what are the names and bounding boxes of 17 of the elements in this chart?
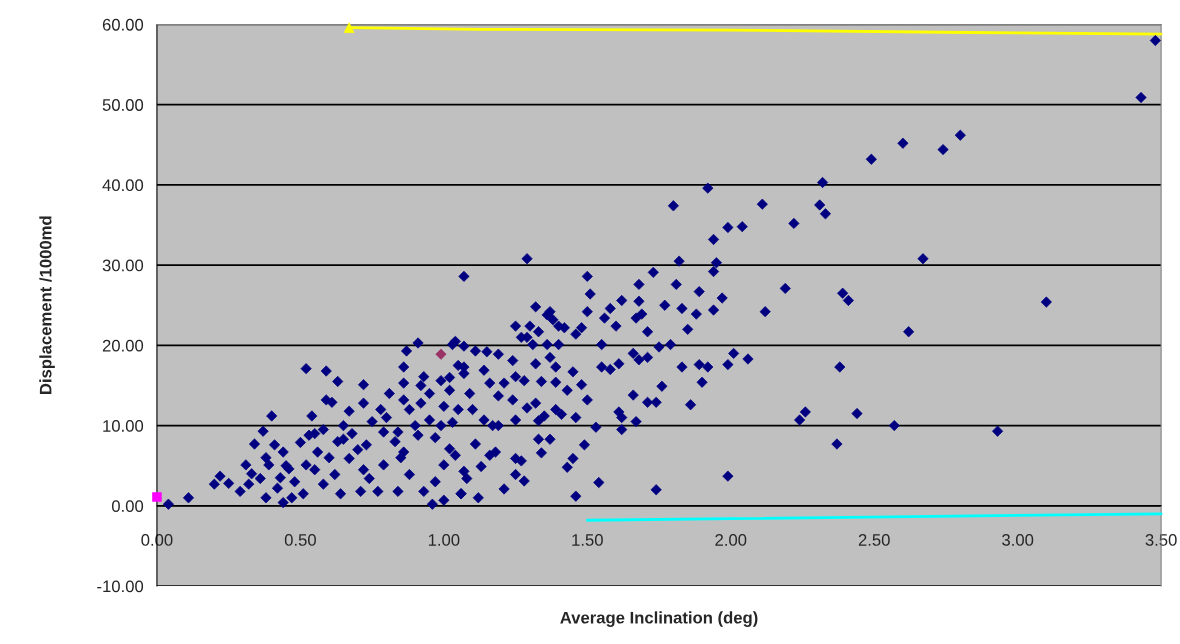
x-tick-label: 3.00 <box>1002 534 1034 546</box>
y-tick-label: 40.00 <box>102 179 144 192</box>
x-tick-label: 3.50 <box>1145 534 1177 546</box>
x-tick-label: 1.50 <box>572 534 603 546</box>
y-tick-label: 10.00 <box>103 419 144 432</box>
y-tick-label: -10.00 <box>97 580 144 593</box>
y-tick-label: 50.00 <box>102 99 144 111</box>
y-tick-label: 0.00 <box>111 500 144 513</box>
y-tick-label: 60.00 <box>102 18 144 31</box>
x-tick-label: 1.00 <box>428 534 460 546</box>
x-tick-label: 2.00 <box>715 534 747 546</box>
x-tick-label: 2.50 <box>858 534 890 546</box>
y-tick-label: 20.00 <box>102 339 144 352</box>
y-axis-title: Displacement /1000md <box>39 216 55 394</box>
y-tick-label: 30.00 <box>102 259 144 272</box>
x-axis-title: Average Inclination (deg) <box>560 611 758 627</box>
x-tick-label: 0.50 <box>284 534 316 546</box>
